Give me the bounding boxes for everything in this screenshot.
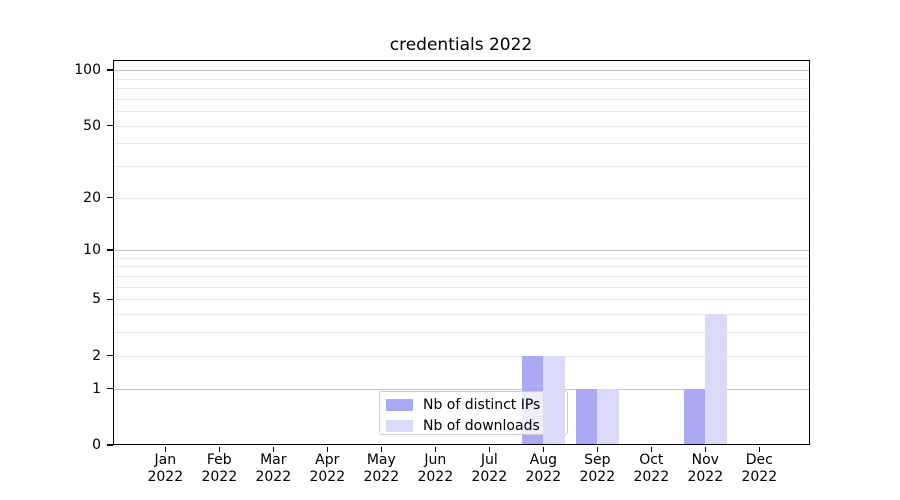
gridline-minor-60: [112, 111, 810, 113]
gridline-minor-8: [112, 266, 810, 268]
bar-downloads-nov: [705, 314, 727, 445]
plot-area: [112, 60, 810, 445]
gridline-minor-40: [112, 143, 810, 145]
x-tick-label-may: May 2022: [354, 452, 408, 485]
y-tick-5: [106, 298, 113, 301]
x-tick-mar: [272, 446, 274, 452]
legend-entry-downloads: Nb of downloads: [386, 418, 567, 434]
legend-label-downloads: Nb of downloads: [423, 418, 540, 434]
x-tick-label-dec: Dec 2022: [732, 452, 786, 485]
x-tick-year: 2022: [579, 468, 616, 485]
gridline-minor-50: [112, 125, 810, 127]
gridline-minor-20: [112, 197, 810, 199]
y-tick-label-50: 50: [83, 117, 101, 134]
gridline-minor-2: [112, 355, 810, 357]
x-tick-nov: [704, 446, 706, 452]
x-tick-month: Feb: [206, 452, 232, 468]
x-tick-may: [380, 446, 382, 452]
x-tick-label-mar: Mar 2022: [246, 452, 300, 485]
x-tick-month: Sep: [584, 452, 611, 468]
bar-downloads-aug: [543, 355, 565, 445]
x-tick-jul: [488, 446, 490, 452]
x-tick-jan: [164, 446, 166, 452]
x-tick-label-nov: Nov 2022: [678, 452, 732, 485]
legend: Nb of distinct IPs Nb of downloads: [379, 391, 568, 435]
y-tick-100: [106, 69, 113, 71]
x-tick-label-jan: Jan 2022: [138, 452, 192, 485]
gridline-major-100: [112, 70, 810, 72]
legend-entry-distinct-ips: Nb of distinct IPs: [386, 397, 567, 413]
x-tick-month: Oct: [639, 452, 664, 468]
y-tick-label-5: 5: [92, 291, 101, 308]
bar-distinct-ips-sep: [575, 388, 598, 445]
x-tick-year: 2022: [741, 468, 778, 485]
x-tick-month: Apr: [315, 452, 340, 468]
x-tick-apr: [326, 446, 328, 452]
y-tick-label-100: 100: [74, 62, 101, 79]
x-tick-label-jul: Jul 2022: [462, 452, 516, 485]
x-tick-label-apr: Apr 2022: [300, 452, 354, 485]
y-tick-10: [106, 249, 113, 251]
x-tick-year: 2022: [417, 468, 454, 485]
x-tick-label-feb: Feb 2022: [192, 452, 246, 485]
x-tick-month: Jul: [480, 452, 498, 468]
bar-downloads-sep: [597, 388, 619, 445]
y-tick-label-1: 1: [92, 380, 101, 397]
gridline-minor-30: [112, 166, 810, 168]
x-tick-year: 2022: [471, 468, 508, 485]
chart-title: credentials 2022: [389, 35, 533, 55]
x-tick-label-oct: Oct 2022: [624, 452, 678, 485]
x-tick-month: Jan: [154, 452, 177, 468]
y-tick-label-2: 2: [92, 347, 101, 364]
legend-swatch-downloads: [386, 420, 413, 432]
x-tick-aug: [542, 446, 544, 452]
gridline-minor-90: [112, 78, 810, 80]
x-tick-dec: [758, 446, 760, 452]
x-tick-month: Mar: [260, 452, 287, 468]
x-tick-year: 2022: [147, 468, 184, 485]
x-tick-label-jun: Jun 2022: [408, 452, 462, 485]
x-tick-month: Jun: [424, 452, 447, 468]
gridline-minor-80: [112, 87, 810, 89]
gridline-minor-9: [112, 257, 810, 259]
x-tick-label-sep: Sep 2022: [570, 452, 624, 485]
x-tick-oct: [650, 446, 652, 452]
legend-swatch-distinct-ips: [386, 399, 413, 411]
gridline-minor-4: [112, 314, 810, 316]
y-tick-0: [106, 444, 113, 446]
x-tick-month: Nov: [691, 452, 719, 468]
x-tick-month: Dec: [745, 452, 773, 468]
gridline-minor-6: [112, 286, 810, 288]
x-tick-year: 2022: [201, 468, 238, 485]
x-tick-jun: [434, 446, 436, 452]
y-tick-50: [106, 124, 113, 127]
y-tick-label-0: 0: [92, 437, 101, 453]
x-tick-month: May: [366, 452, 396, 468]
x-tick-feb: [218, 446, 220, 452]
x-tick-year: 2022: [255, 468, 292, 485]
x-tick-sep: [596, 446, 598, 452]
y-tick-label-20: 20: [83, 189, 101, 206]
gridline-minor-70: [112, 98, 810, 100]
x-tick-month: Aug: [529, 452, 557, 468]
gridline-minor-3: [112, 332, 810, 334]
y-tick-label-10: 10: [83, 242, 101, 259]
x-tick-year: 2022: [363, 468, 400, 485]
y-tick-20: [106, 196, 113, 199]
y-tick-2: [106, 355, 113, 357]
x-tick-year: 2022: [633, 468, 670, 485]
y-tick-1: [106, 387, 113, 390]
x-tick-year: 2022: [687, 468, 724, 485]
gridline-minor-7: [112, 276, 810, 278]
x-tick-year: 2022: [309, 468, 346, 485]
gridline-major-10: [112, 250, 810, 252]
x-tick-label-aug: Aug 2022: [516, 452, 570, 485]
legend-label-distinct-ips: Nb of distinct IPs: [423, 397, 541, 413]
gridline-major-1: [112, 388, 810, 390]
gridline-minor-5: [112, 299, 810, 301]
bar-distinct-ips-nov: [683, 388, 706, 445]
x-tick-year: 2022: [525, 468, 562, 485]
